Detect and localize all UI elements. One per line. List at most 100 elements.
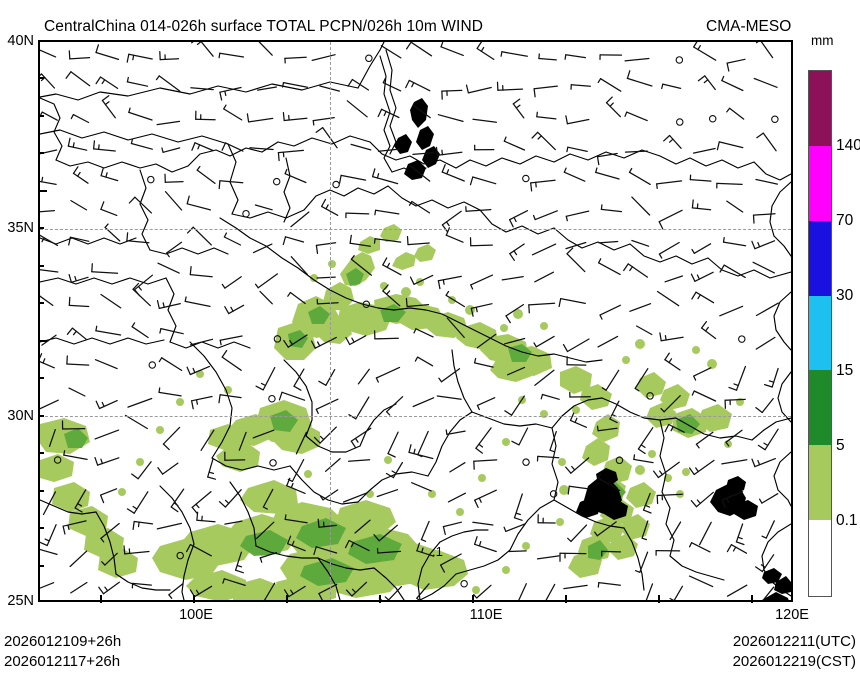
wind-barb-shaft: [538, 57, 557, 61]
wind-barb-full: [763, 383, 773, 388]
wind-barb-half: [411, 81, 415, 88]
wind-barb-half: [600, 204, 603, 211]
wind-barb-full: [315, 244, 319, 255]
wind-barb-half: [104, 223, 109, 229]
wind-barb-half: [224, 499, 230, 505]
wind-barb-shaft: [340, 174, 367, 181]
wind-barb-full: [221, 142, 227, 151]
map-plot-area[interactable]: .1: [38, 40, 793, 602]
wind-barb-half: [287, 291, 292, 297]
wind-barb-full: [405, 297, 408, 308]
wind-barb-shaft: [693, 46, 717, 61]
wind-barb-shaft: [760, 42, 774, 59]
wind-barb-shaft: [345, 212, 370, 215]
wind-barb-shaft: [476, 397, 496, 407]
wind-barb-full: [757, 444, 766, 451]
wind-barb-full: [470, 307, 474, 317]
wind-barb-shaft: [537, 455, 560, 459]
wind-barb-full: [441, 163, 446, 173]
wind-barb-shaft: [290, 211, 310, 228]
wind-barb-shaft: [473, 543, 497, 553]
wind-barb-full: [476, 42, 483, 50]
wind-barb-full: [405, 42, 412, 50]
wind-barb-shaft: [158, 75, 181, 92]
wind-barb-shaft: [70, 276, 89, 283]
wind-barb-full: [207, 476, 217, 480]
wind-barb-shaft: [566, 118, 590, 125]
wind-barb-full: [690, 499, 698, 508]
colorbar-band-3: [809, 295, 831, 371]
wind-barb-shaft: [40, 269, 59, 273]
wind-barb-shaft: [530, 179, 556, 184]
wind-barb-shaft: [66, 363, 90, 366]
wind-barb-shaft: [718, 141, 744, 149]
wind-barb-shaft: [408, 451, 434, 460]
wind-barb-shaft: [350, 427, 372, 442]
wind-barb-shaft: [726, 200, 744, 213]
wind-barb-full: [347, 78, 354, 87]
wind-barb-shaft: [252, 243, 273, 254]
wind-barb-shaft: [754, 240, 776, 250]
wind-barb-half: [42, 358, 46, 364]
wind-barb-shaft: [380, 45, 402, 59]
wind-barb-full: [752, 214, 755, 224]
wind-barb-shaft: [437, 275, 462, 282]
wind-barb-shaft: [40, 582, 55, 589]
wind-barb-shaft: [277, 149, 305, 154]
wind-barb-shaft: [735, 523, 744, 543]
wind-barb-half: [218, 52, 221, 59]
wind-barb-full: [663, 134, 671, 142]
wind-barb-half: [224, 90, 227, 97]
wind-barb-half: [158, 357, 163, 363]
wind-barb-half: [640, 444, 646, 449]
wind-barb-full: [234, 569, 244, 574]
wind-barb-shaft: [238, 431, 247, 451]
wind-barb-half: [695, 467, 699, 473]
wind-barb-shaft: [534, 271, 555, 283]
wind-barb-full: [373, 534, 380, 542]
wind-barb-shaft: [132, 582, 153, 586]
wind-barb-full: [320, 198, 327, 208]
wind-barb-shaft: [528, 302, 556, 306]
wind-barb-half: [290, 482, 294, 489]
wind-barb-shaft: [627, 263, 649, 278]
wind-barb-shaft: [673, 585, 684, 600]
wind-barb-shaft: [190, 395, 213, 402]
wind-barb-shaft: [98, 399, 118, 410]
wind-barb-half: [704, 326, 709, 332]
colorbar-band-6: [809, 520, 831, 595]
wind-barb-shaft: [508, 550, 527, 553]
colorbar-tick-70: 70: [836, 212, 854, 230]
wind-barb-full: [191, 42, 194, 44]
wind-barb-half: [755, 42, 759, 44]
wind-barb-shaft: [476, 47, 495, 61]
wind-barb-shaft: [641, 520, 649, 539]
wind-barb-full: [751, 240, 756, 250]
wind-barb-full: [562, 343, 569, 353]
wind-barb-shaft: [350, 258, 373, 276]
wind-barb-full: [74, 507, 83, 513]
wind-barb-full: [186, 226, 194, 234]
map-canvas: .1: [40, 42, 791, 600]
wind-barb-shaft: [69, 56, 91, 60]
wind-barb-full: [716, 141, 720, 151]
wind-barb-shaft: [67, 145, 88, 151]
precipitation-colorbar[interactable]: [808, 70, 832, 597]
wind-barb-shaft: [382, 290, 401, 307]
wind-barb-shaft: [284, 173, 307, 184]
wind-barb-half: [695, 443, 700, 449]
wind-barb-shaft: [290, 256, 309, 276]
wind-barb-full: [156, 299, 160, 310]
wind-barb-shaft: [753, 77, 778, 88]
wind-barb-shaft: [40, 295, 54, 307]
wind-barb-shaft: [761, 397, 774, 414]
wind-barb-full: [92, 140, 96, 150]
wind-barb-shaft: [376, 489, 399, 498]
colorbar-tick-30: 30: [836, 287, 854, 305]
wind-barb-full: [751, 458, 756, 468]
wind-barb-full: [642, 509, 652, 514]
wind-barb-half: [315, 408, 319, 415]
wind-barb-shaft: [316, 302, 339, 305]
page-title: CentralChina 014-026h surface TOTAL PCPN…: [44, 18, 484, 35]
wind-barb-shaft: [505, 303, 525, 317]
